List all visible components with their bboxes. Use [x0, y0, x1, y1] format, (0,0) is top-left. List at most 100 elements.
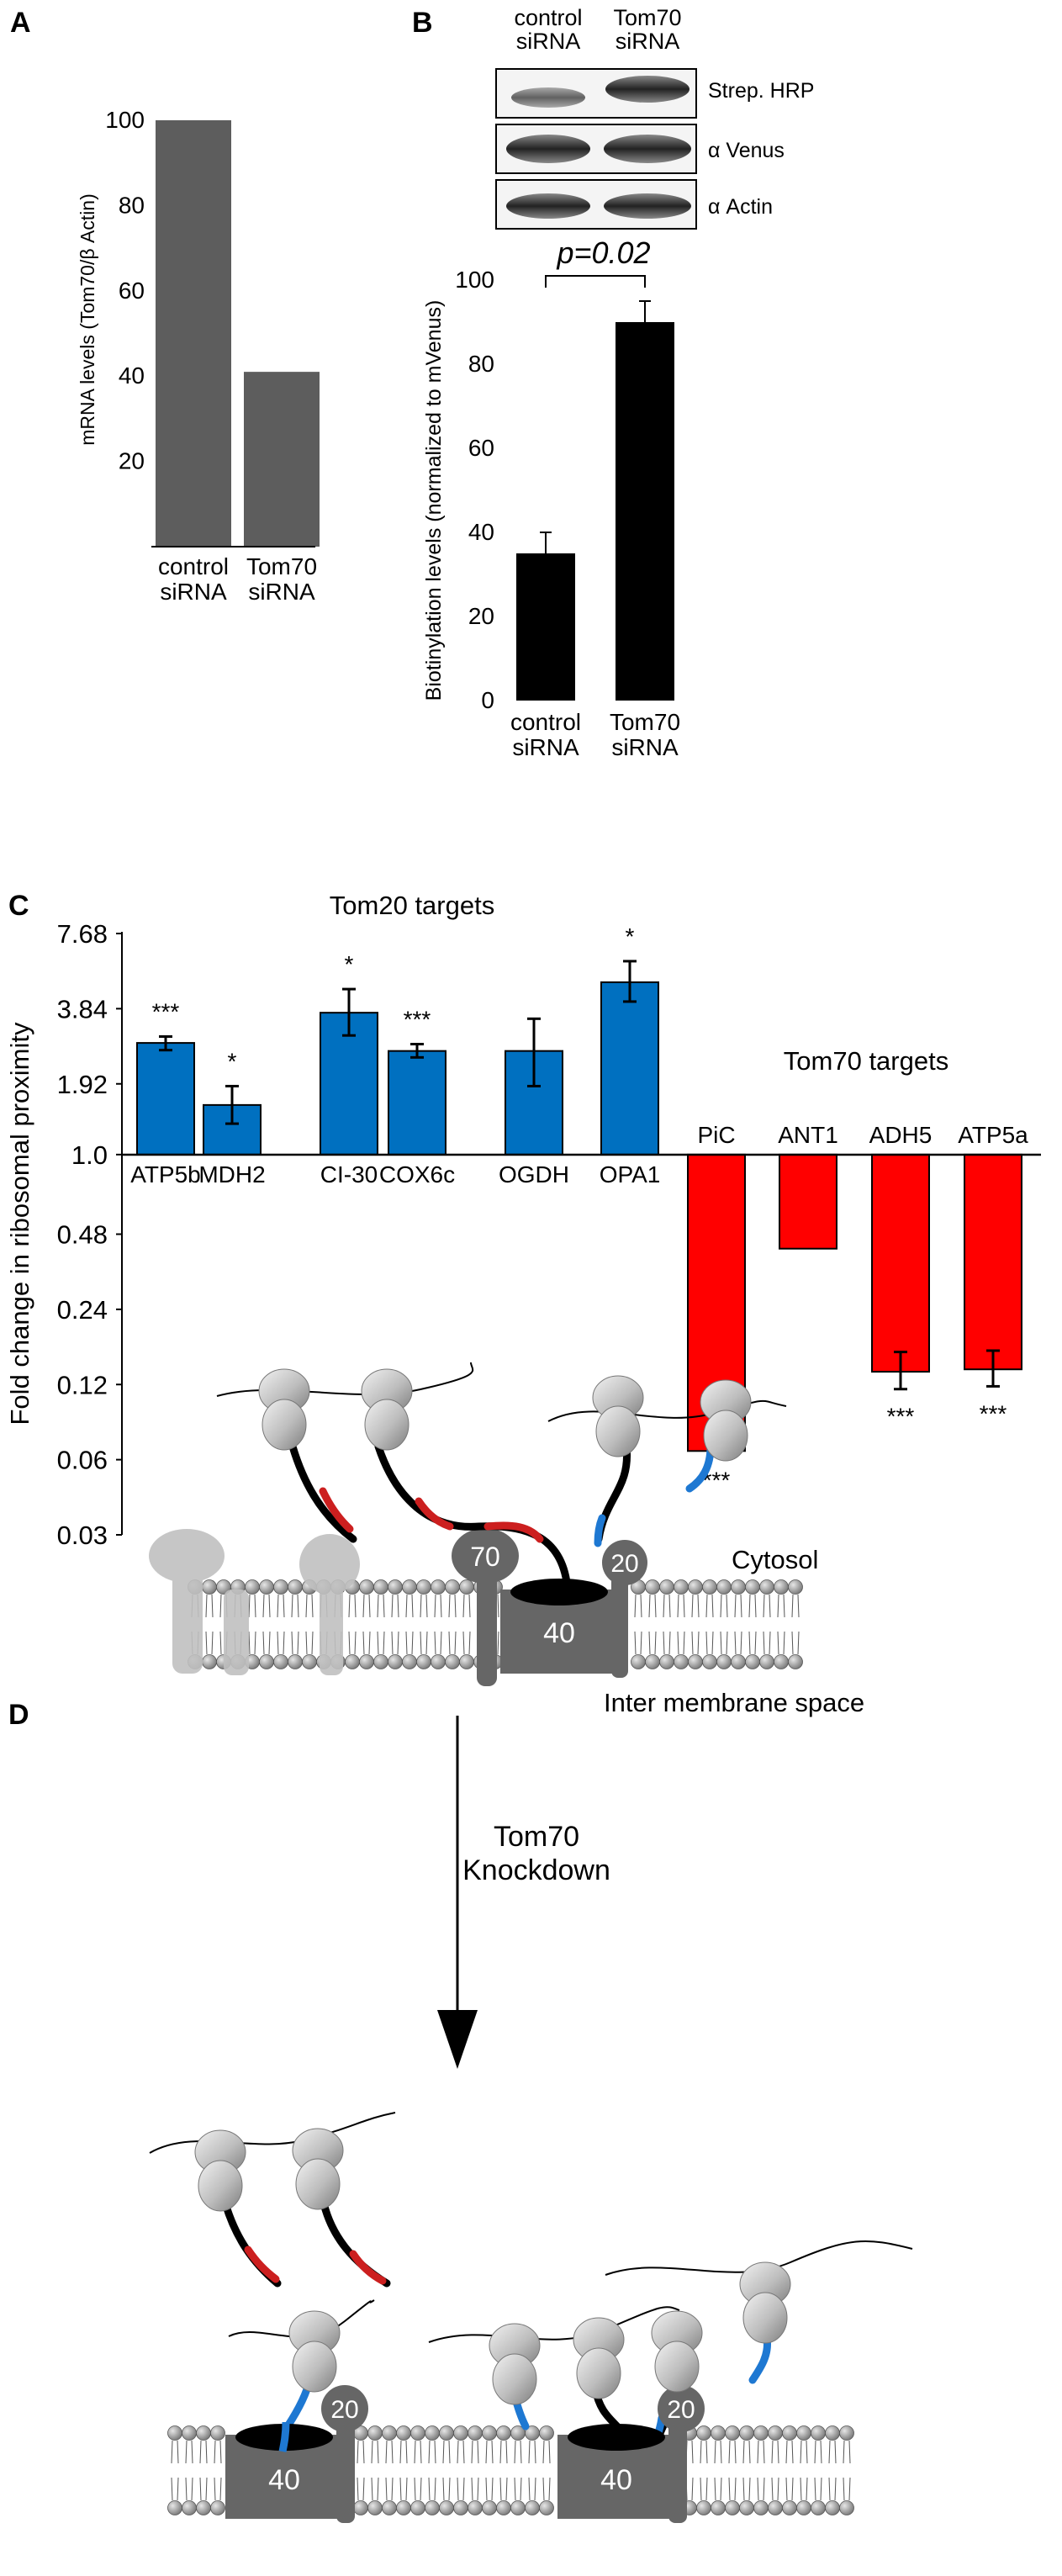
lipid-head — [774, 1654, 789, 1669]
lipid-tail — [726, 1594, 728, 1618]
knockdown-label-line: Knockdown — [462, 1854, 610, 1886]
lipid-tail — [734, 1594, 737, 1618]
lipid-tail — [454, 1631, 457, 1655]
ribosome — [361, 1368, 413, 1451]
x-tick-label-line: control — [510, 709, 581, 735]
lipid-tail — [442, 2477, 445, 2501]
panel-b-y-ticks: 0 20 40 60 80 100 — [455, 267, 494, 713]
y-tick-label: 80 — [468, 351, 494, 377]
lipid-tail — [748, 2440, 751, 2464]
x-tick-label-line: siRNA — [512, 734, 579, 760]
lipid-head — [182, 2500, 197, 2515]
lipid-tail — [828, 2440, 831, 2464]
ribosome-small-subunit — [198, 2160, 243, 2212]
lipid-tail — [534, 2477, 536, 2501]
y-tick-label: 0.24 — [57, 1295, 108, 1325]
blot-lane-label: control siRNA — [514, 5, 582, 54]
lipid-tail — [800, 2440, 802, 2464]
lipid-head — [431, 1654, 446, 1669]
bar — [964, 1153, 1022, 1371]
tom70-label: 70 — [470, 1542, 500, 1572]
lipid-head — [645, 1654, 660, 1669]
tom70-targets-title: Tom70 targets — [784, 1046, 948, 1076]
blot-row-label: α Actin — [708, 195, 773, 219]
tom40-label: 40 — [600, 2464, 632, 2496]
lipid-tail — [763, 1631, 765, 1655]
lipid-tail — [691, 1631, 694, 1655]
lipid-tail — [468, 1594, 471, 1618]
lipid-tail — [411, 1631, 414, 1655]
lipid-head — [245, 1579, 260, 1595]
panel-c-y-ticks: 7.68 3.84 1.92 1.0 0.48 0.24 0.12 0.06 0.03 — [57, 919, 122, 1550]
lipid-tail — [354, 1631, 357, 1655]
y-tick-label: 20 — [468, 603, 494, 629]
lipid-tail — [797, 1594, 800, 1618]
lipid-tail — [368, 1631, 371, 1655]
lipid-head — [259, 1654, 274, 1669]
lipid-tail — [434, 1594, 436, 1618]
lipid-tail — [485, 2440, 488, 2464]
lipid-tail — [491, 2477, 494, 2501]
tom70-anchor — [477, 1573, 497, 1686]
lipid-head — [774, 1579, 789, 1595]
lipid-tail — [268, 1631, 271, 1655]
lipid-tail — [663, 1631, 665, 1655]
lipid-head — [496, 2425, 511, 2441]
x-tick-label-line: siRNA — [160, 579, 227, 605]
y-tick-label: 100 — [455, 267, 494, 293]
ribosome-small-subunit — [576, 2347, 621, 2399]
mrna-strands-bottom — [149, 2112, 913, 2343]
lipid-head — [453, 2425, 468, 2441]
lipid-head — [510, 2500, 526, 2515]
lipid-tail — [848, 2440, 851, 2464]
lipid-tail — [391, 2440, 394, 2464]
lipid-tail — [754, 1631, 757, 1655]
cytosol-label: Cytosol — [732, 1545, 818, 1574]
lipid-tail — [305, 1631, 308, 1655]
lipid-tail — [291, 1631, 293, 1655]
lipid-tail — [691, 1594, 694, 1618]
lipid-tail — [542, 2440, 545, 2464]
lipid-tail — [497, 1594, 499, 1618]
lipid-tail — [783, 1631, 785, 1655]
panel-a: A mRNA levels (Tom70/β Actin) 20 40 60 80 10… — [10, 7, 320, 605]
ribosome-small-subunit — [364, 1399, 409, 1451]
lipid-tail — [528, 2477, 531, 2501]
lipid-head — [739, 2500, 754, 2515]
lipid-head — [716, 1654, 732, 1669]
lipid-tail — [791, 1594, 794, 1618]
lipid-tail — [468, 1631, 471, 1655]
lipid-tail — [420, 2440, 422, 2464]
x-tick-label-line: Tom70 — [610, 709, 680, 735]
lipid-head — [674, 1579, 689, 1595]
lipid-tail — [800, 2477, 802, 2501]
lipid-tail — [654, 1631, 657, 1655]
lipid-tail — [434, 2477, 436, 2501]
lipid-head — [167, 2425, 182, 2441]
lipid-tail — [405, 1631, 408, 1655]
x-tick-label: ADH5 — [869, 1122, 933, 1148]
lipid-head — [825, 2500, 840, 2515]
lipid-tail — [542, 2477, 545, 2501]
lipid-head — [425, 2425, 440, 2441]
y-tick-label: 0.48 — [57, 1220, 108, 1250]
lipid-tail — [499, 2477, 502, 2501]
lipid-tail — [534, 2440, 536, 2464]
lipid-tail — [254, 1594, 256, 1618]
lipid-head — [759, 1654, 774, 1669]
lipid-tail — [297, 1594, 299, 1618]
significance-marker: * — [626, 923, 635, 949]
lipid-tail — [311, 1594, 314, 1618]
panel-b-ylabel: Biotinylation levels (normalized to mVen… — [422, 300, 446, 701]
ribosomes-top — [258, 1368, 752, 1462]
lipid-head — [753, 2425, 769, 2441]
lipid-head — [453, 2500, 468, 2515]
lipid-tail — [357, 2477, 359, 2501]
lipid-tail — [640, 1631, 642, 1655]
lipid-head — [496, 2500, 511, 2515]
lipid-tail — [205, 1594, 208, 1618]
lipid-tail — [448, 1631, 451, 1655]
lipid-head — [439, 2500, 454, 2515]
